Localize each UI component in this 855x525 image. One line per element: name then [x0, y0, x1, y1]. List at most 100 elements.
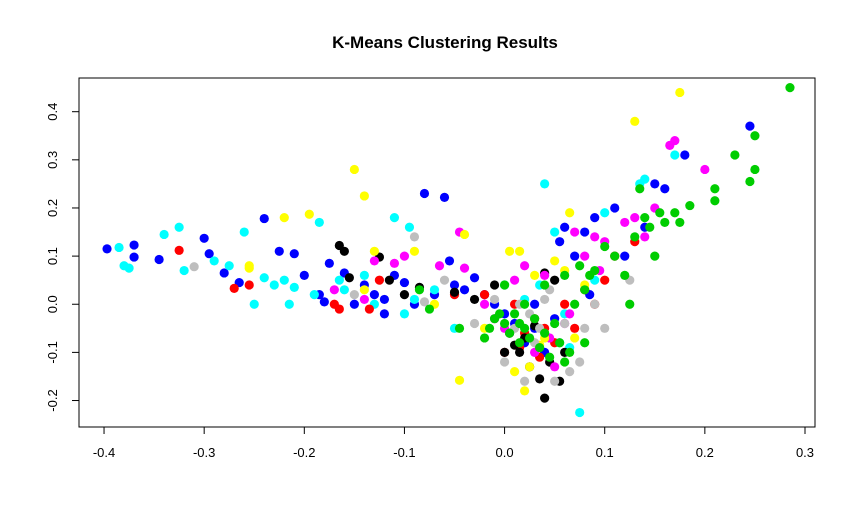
- data-point: [670, 150, 680, 160]
- data-point: [590, 213, 600, 223]
- data-points: [102, 83, 795, 418]
- data-point: [540, 393, 550, 403]
- data-point: [319, 297, 329, 307]
- data-point: [469, 294, 480, 305]
- data-point: [324, 258, 334, 268]
- data-point: [379, 294, 390, 305]
- data-point: [434, 261, 445, 271]
- data-point: [154, 254, 164, 265]
- data-point: [344, 273, 354, 283]
- data-point: [535, 374, 545, 384]
- data-point: [489, 280, 500, 290]
- data-point: [359, 191, 369, 201]
- data-point: [560, 318, 570, 329]
- data-point: [640, 232, 650, 242]
- data-point: [504, 328, 515, 338]
- y-tick-label: 0.2: [45, 199, 60, 217]
- data-point: [530, 314, 540, 324]
- data-point: [545, 352, 555, 362]
- data-point: [575, 407, 585, 418]
- chart-title: K-Means Clustering Results: [332, 33, 558, 52]
- data-point: [334, 304, 344, 314]
- data-point: [399, 309, 410, 319]
- data-point: [209, 256, 219, 266]
- data-point: [730, 150, 740, 160]
- data-point: [600, 323, 610, 333]
- y-tick-label: 0.3: [45, 151, 60, 169]
- data-point: [459, 285, 470, 295]
- data-point: [630, 232, 640, 242]
- data-point: [374, 275, 385, 285]
- data-point: [369, 256, 380, 266]
- data-point: [550, 362, 560, 372]
- data-point: [565, 208, 575, 218]
- data-point: [630, 213, 640, 223]
- data-point: [540, 270, 550, 280]
- data-point: [520, 376, 530, 386]
- data-point: [610, 251, 620, 261]
- data-point: [560, 299, 570, 309]
- x-tick-label: -0.3: [193, 445, 215, 460]
- data-point: [269, 280, 279, 290]
- data-point: [580, 323, 590, 333]
- data-point: [279, 213, 289, 223]
- data-point: [750, 164, 760, 175]
- y-tick-label: 0.4: [45, 103, 60, 121]
- data-point: [745, 121, 755, 131]
- data-point: [359, 285, 369, 295]
- data-point: [540, 280, 550, 290]
- data-point: [575, 261, 585, 271]
- data-point: [560, 357, 570, 367]
- data-point: [525, 333, 535, 343]
- x-tick-label: 0.2: [696, 445, 714, 460]
- data-point: [314, 217, 324, 228]
- plot-area-frame: [78, 77, 816, 428]
- data-point: [550, 275, 560, 285]
- data-point: [600, 208, 610, 218]
- data-point: [520, 261, 530, 271]
- data-point: [419, 297, 430, 307]
- data-point: [419, 188, 430, 199]
- data-point: [399, 290, 410, 300]
- data-point: [304, 209, 314, 219]
- data-point: [540, 294, 550, 305]
- data-point: [520, 386, 530, 396]
- data-point: [454, 375, 465, 385]
- y-tick-label: 0.0: [45, 295, 60, 313]
- data-point: [655, 208, 665, 218]
- x-axis: -0.4 -0.3 -0.2 -0.1 0.0 0.1 0.2 0.3: [93, 426, 814, 460]
- data-point: [339, 246, 349, 256]
- data-point: [509, 275, 520, 285]
- data-point: [685, 200, 695, 211]
- x-tick-label: 0.3: [796, 445, 814, 460]
- data-point: [179, 265, 189, 276]
- data-point: [700, 164, 710, 175]
- data-point: [504, 246, 515, 256]
- data-point: [479, 299, 490, 309]
- data-point: [279, 275, 289, 285]
- data-point: [114, 242, 124, 253]
- x-tick-label: 0.1: [596, 445, 614, 460]
- data-point: [484, 323, 495, 333]
- data-point: [499, 347, 510, 357]
- data-point: [675, 217, 685, 228]
- data-point: [364, 304, 374, 314]
- data-point: [640, 174, 650, 184]
- data-point: [635, 184, 645, 194]
- cluster-series: [244, 87, 685, 396]
- data-point: [660, 217, 670, 228]
- data-point: [249, 299, 259, 309]
- data-point: [124, 263, 134, 273]
- data-point: [785, 83, 795, 93]
- data-point: [645, 222, 655, 232]
- data-point: [499, 357, 510, 367]
- data-point: [424, 304, 435, 314]
- data-point: [479, 290, 490, 300]
- data-point: [620, 217, 630, 228]
- y-axis: -0.2 -0.1 0.0 0.1 0.2 0.3 0.4: [45, 103, 80, 412]
- data-point: [670, 135, 680, 146]
- data-point: [159, 229, 169, 240]
- data-point: [710, 184, 720, 194]
- data-point: [459, 229, 470, 240]
- cluster-series: [102, 121, 755, 357]
